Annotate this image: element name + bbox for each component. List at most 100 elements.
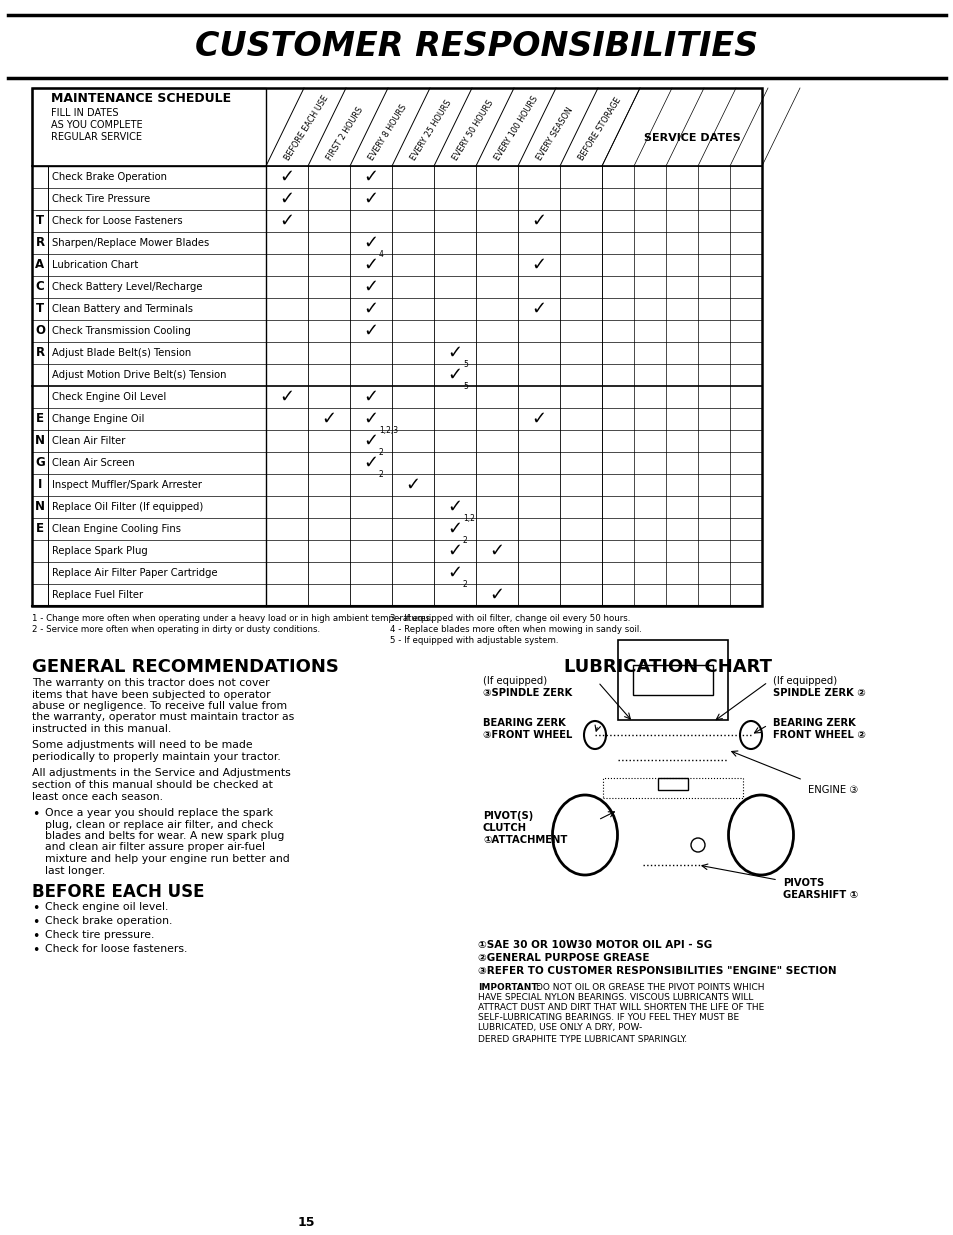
Text: abuse or negligence. To receive full value from: abuse or negligence. To receive full val…: [32, 701, 287, 711]
Text: ✓: ✓: [531, 212, 546, 230]
Text: 2: 2: [462, 580, 467, 589]
Text: ✓: ✓: [447, 498, 462, 516]
Text: Replace Air Filter Paper Cartridge: Replace Air Filter Paper Cartridge: [52, 568, 217, 578]
Text: ✓: ✓: [279, 168, 294, 186]
Text: ✓: ✓: [363, 300, 378, 317]
Text: R: R: [35, 347, 45, 359]
Text: ✓: ✓: [447, 520, 462, 538]
Text: T: T: [36, 215, 44, 227]
Bar: [32, 88, 761, 606]
Text: 2: 2: [378, 448, 383, 457]
Text: BEARING ZERK: BEARING ZERK: [482, 718, 565, 727]
Text: SPINDLE ZERK ②: SPINDLE ZERK ②: [772, 688, 864, 698]
Text: section of this manual should be checked at: section of this manual should be checked…: [32, 781, 273, 790]
Text: HAVE SPECIAL NYLON BEARINGS. VISCOUS LUBRICANTS WILL: HAVE SPECIAL NYLON BEARINGS. VISCOUS LUB…: [477, 993, 753, 1002]
Text: 1,2,3: 1,2,3: [378, 426, 397, 435]
Text: ③REFER TO CUSTOMER RESPONSIBILITIES "ENGINE" SECTION: ③REFER TO CUSTOMER RESPONSIBILITIES "ENG…: [477, 966, 836, 976]
Text: EVERY 25 HOURS: EVERY 25 HOURS: [409, 99, 454, 162]
Text: CUSTOMER RESPONSIBILITIES: CUSTOMER RESPONSIBILITIES: [195, 31, 758, 63]
Text: IMPORTANT:: IMPORTANT:: [477, 983, 540, 992]
Text: T: T: [36, 303, 44, 315]
Text: Adjust Motion Drive Belt(s) Tension: Adjust Motion Drive Belt(s) Tension: [52, 370, 226, 380]
Text: DERED GRAPHITE TYPE LUBRICANT SPARINGLY.: DERED GRAPHITE TYPE LUBRICANT SPARINGLY.: [477, 1035, 686, 1044]
Text: 5: 5: [462, 359, 467, 369]
Text: ✓: ✓: [447, 366, 462, 384]
Text: O: O: [35, 325, 45, 337]
Text: LUBRICATED, USE ONLY A DRY, POW-: LUBRICATED, USE ONLY A DRY, POW-: [477, 1023, 641, 1032]
Text: EVERY SEASON: EVERY SEASON: [535, 106, 575, 162]
Text: EVERY 50 HOURS: EVERY 50 HOURS: [451, 99, 496, 162]
Text: Replace Spark Plug: Replace Spark Plug: [52, 546, 148, 556]
Text: ✓: ✓: [363, 322, 378, 340]
Text: 5: 5: [462, 382, 467, 391]
Text: periodically to properly maintain your tractor.: periodically to properly maintain your t…: [32, 752, 280, 762]
Text: Check Brake Operation: Check Brake Operation: [52, 172, 167, 182]
Text: 1,2: 1,2: [462, 514, 475, 522]
Text: items that have been subjected to operator: items that have been subjected to operat…: [32, 689, 271, 699]
Text: •: •: [32, 916, 39, 929]
Text: PIVOT(S): PIVOT(S): [482, 811, 533, 821]
Text: CLUTCH: CLUTCH: [482, 823, 526, 832]
Text: E: E: [36, 522, 44, 536]
Text: FRONT WHEEL ②: FRONT WHEEL ②: [772, 730, 865, 740]
Text: ✓: ✓: [447, 345, 462, 362]
Text: 15: 15: [297, 1215, 315, 1229]
Text: LUBRICATION CHART: LUBRICATION CHART: [563, 658, 771, 676]
Text: BEARING ZERK: BEARING ZERK: [772, 718, 855, 727]
Text: AS YOU COMPLETE: AS YOU COMPLETE: [51, 120, 143, 130]
Text: ✓: ✓: [447, 564, 462, 582]
Text: 1 - Change more often when operating under a heavy load or in high ambient tempe: 1 - Change more often when operating und…: [32, 614, 433, 622]
Text: ③FRONT WHEEL: ③FRONT WHEEL: [482, 730, 572, 740]
Text: (If equipped): (If equipped): [772, 676, 836, 685]
Text: Check Battery Level/Recharge: Check Battery Level/Recharge: [52, 282, 202, 291]
Text: Check tire pressure.: Check tire pressure.: [45, 930, 154, 940]
Text: •: •: [32, 944, 39, 957]
Text: Once a year you should replace the spark: Once a year you should replace the spark: [45, 808, 273, 818]
Text: mixture and help your engine run better and: mixture and help your engine run better …: [45, 853, 290, 864]
Text: •: •: [32, 808, 39, 821]
Text: 4 - Replace blades more often when mowing in sandy soil.: 4 - Replace blades more often when mowin…: [390, 625, 641, 634]
Text: ✓: ✓: [363, 233, 378, 252]
Text: 4: 4: [378, 249, 383, 259]
Text: ✓: ✓: [363, 388, 378, 406]
Text: Check for loose fasteners.: Check for loose fasteners.: [45, 944, 187, 953]
Text: Check engine oil level.: Check engine oil level.: [45, 902, 168, 911]
Text: Check brake operation.: Check brake operation.: [45, 916, 172, 926]
Text: Check for Loose Fasteners: Check for Loose Fasteners: [52, 216, 182, 226]
Text: ✓: ✓: [363, 190, 378, 207]
Text: ③SPINDLE ZERK: ③SPINDLE ZERK: [482, 688, 572, 698]
Text: ✓: ✓: [363, 432, 378, 450]
Text: Clean Battery and Terminals: Clean Battery and Terminals: [52, 304, 193, 314]
Text: and clean air filter assure proper air-fuel: and clean air filter assure proper air-f…: [45, 842, 265, 852]
Text: ✓: ✓: [363, 256, 378, 274]
Text: Sharpen/Replace Mower Blades: Sharpen/Replace Mower Blades: [52, 238, 209, 248]
Text: PIVOTS: PIVOTS: [782, 878, 823, 888]
Text: Lubrication Chart: Lubrication Chart: [52, 261, 138, 270]
Text: ✓: ✓: [531, 300, 546, 317]
Bar: [658, 778, 687, 790]
Text: ✓: ✓: [279, 190, 294, 207]
Bar: [633, 664, 712, 695]
Text: Clean Air Screen: Clean Air Screen: [52, 458, 134, 468]
Text: Inspect Muffler/Spark Arrester: Inspect Muffler/Spark Arrester: [52, 480, 202, 490]
Text: plug, clean or replace air filter, and check: plug, clean or replace air filter, and c…: [45, 820, 273, 830]
Text: EVERY 100 HOURS: EVERY 100 HOURS: [493, 94, 539, 162]
Text: least once each season.: least once each season.: [32, 792, 163, 802]
Text: ✓: ✓: [363, 410, 378, 429]
Text: BEFORE STORAGE: BEFORE STORAGE: [577, 96, 622, 162]
Text: Change Engine Oil: Change Engine Oil: [52, 414, 144, 424]
Text: •: •: [32, 930, 39, 944]
Text: A: A: [35, 258, 45, 272]
Text: Some adjustments will need to be made: Some adjustments will need to be made: [32, 741, 253, 751]
Text: N: N: [35, 435, 45, 447]
Text: MAINTENANCE SCHEDULE: MAINTENANCE SCHEDULE: [51, 91, 231, 105]
Text: Replace Fuel Filter: Replace Fuel Filter: [52, 590, 143, 600]
Text: last longer.: last longer.: [45, 866, 105, 876]
Text: G: G: [35, 457, 45, 469]
Text: 3 - If equipped with oil filter, change oil every 50 hours.: 3 - If equipped with oil filter, change …: [390, 614, 630, 622]
Text: blades and belts for wear. A new spark plug: blades and belts for wear. A new spark p…: [45, 831, 284, 841]
Text: Check Engine Oil Level: Check Engine Oil Level: [52, 391, 166, 403]
Text: Check Transmission Cooling: Check Transmission Cooling: [52, 326, 191, 336]
Text: (If equipped): (If equipped): [482, 676, 547, 685]
Text: EVERY 8 HOURS: EVERY 8 HOURS: [367, 103, 409, 162]
